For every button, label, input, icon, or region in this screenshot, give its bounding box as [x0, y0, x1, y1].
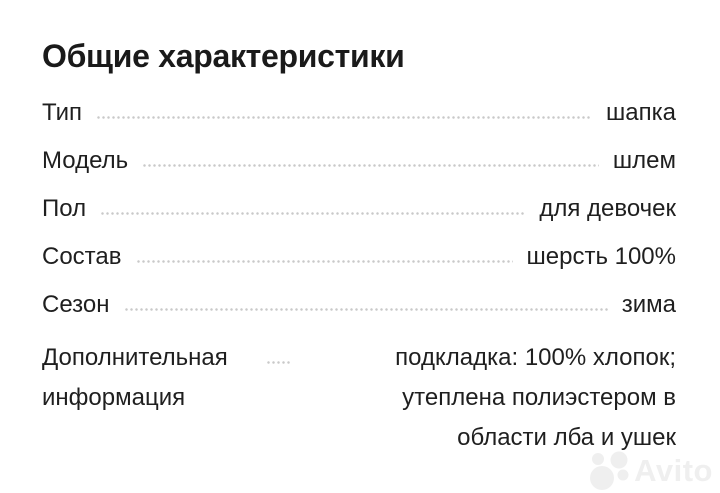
dotted-leader	[142, 164, 599, 167]
dotted-leader	[135, 260, 513, 263]
avito-wordmark: Avito	[634, 453, 713, 488]
characteristic-value: шлем	[612, 147, 676, 174]
characteristic-label: Состав	[42, 243, 122, 270]
characteristic-value: зима	[621, 291, 676, 318]
characteristic-value: подкладка: 100% хлопок; утеплена полиэст…	[395, 344, 676, 451]
characteristic-label: Модель	[42, 147, 129, 174]
characteristic-label: Пол	[42, 195, 87, 222]
characteristic-row-gender: Пол для девочек	[42, 194, 676, 224]
characteristic-row-season: Сезон зима	[42, 290, 676, 320]
characteristic-label: Дополнительная информация	[42, 344, 228, 411]
characteristic-row-composition: Состав шерсть 100%	[42, 242, 676, 272]
characteristic-label: Сезон	[42, 291, 110, 318]
avito-watermark: Avito	[589, 451, 713, 491]
dotted-leader	[266, 361, 290, 364]
section-title: Общие характеристики	[42, 38, 405, 74]
dotted-leader	[96, 116, 593, 119]
characteristics-list: Тип шапка Модель шлем Пол для девочек Со…	[42, 98, 676, 458]
dotted-leader	[123, 308, 608, 311]
characteristic-value: для девочек	[539, 195, 676, 222]
characteristic-row-additional-info: Дополнительная информация подкладка: 100…	[42, 338, 676, 458]
characteristic-value: шерсть 100%	[526, 243, 677, 270]
avito-circles-icon	[589, 451, 631, 491]
characteristic-label: Тип	[42, 99, 83, 126]
characteristic-row-model: Модель шлем	[42, 146, 676, 176]
characteristic-row-type: Тип шапка	[42, 98, 676, 128]
characteristic-value: шапка	[606, 99, 676, 126]
dotted-leader	[100, 212, 526, 215]
